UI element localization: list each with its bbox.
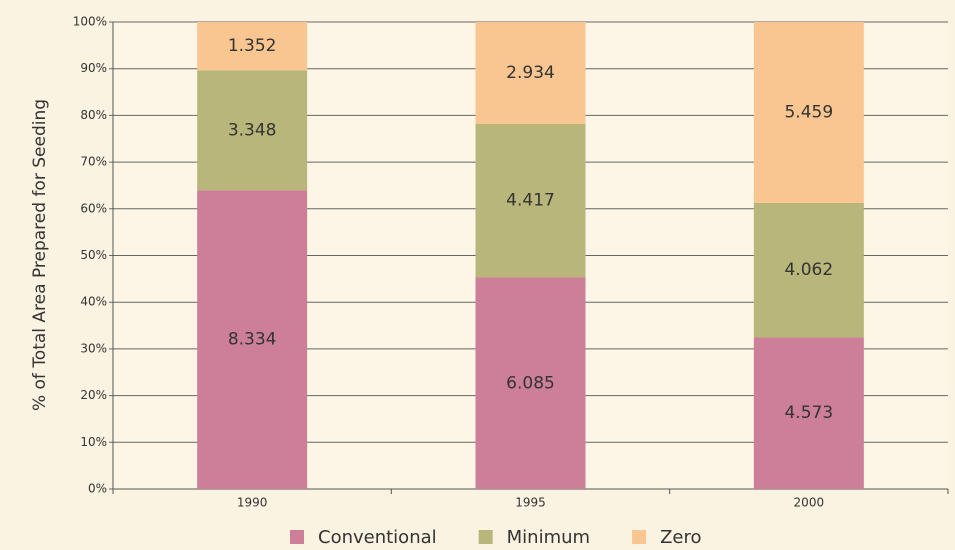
y-tick-label: 20% [80,388,107,402]
legend-label: Zero [660,527,701,548]
data-label: 6.085 [506,373,555,393]
data-label: 1.352 [228,36,277,56]
y-tick-label: 50% [80,248,107,262]
y-tick-label: 40% [80,295,107,309]
y-axis-label: % of Total Area Prepared for Seeding [30,99,50,411]
y-tick-label: 90% [80,61,107,75]
legend-swatch [478,530,493,544]
bar-segment [197,190,308,489]
legend-label: Minimum [507,527,590,548]
bar-segment [197,70,308,191]
data-label: 8.334 [228,330,277,350]
y-tick-label: 70% [80,155,107,169]
legend-label: Conventional [318,527,437,548]
data-label: 4.062 [784,260,833,280]
bar-segment [475,123,586,278]
x-tick-label: 1995 [515,496,546,510]
y-tick-label: 60% [80,201,107,215]
bar-segment [475,22,586,124]
y-tick-label: 30% [80,341,107,355]
data-label: 4.573 [784,403,833,423]
y-tick-label: 100% [73,15,107,29]
data-label: 4.417 [506,191,555,211]
bar-segment [197,22,308,71]
bar-segment [753,202,864,338]
x-tick-label: 1990 [237,496,268,510]
x-tick-label: 2000 [794,496,825,510]
data-label: 2.934 [506,63,555,83]
y-tick-label: 80% [80,108,107,122]
legend-swatch [290,530,304,544]
data-label: 5.459 [784,102,833,122]
data-label: 3.348 [228,120,277,140]
bar-segment [753,22,864,203]
y-tick-label: 10% [80,435,107,449]
bar-segment [475,277,586,489]
bar-segment [753,337,864,489]
legend-swatch [632,530,647,544]
y-tick-label: 0% [88,482,107,496]
